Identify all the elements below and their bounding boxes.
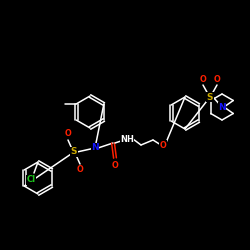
Text: N: N xyxy=(91,144,99,152)
Text: N: N xyxy=(218,102,226,112)
Text: Cl: Cl xyxy=(26,176,36,184)
Text: O: O xyxy=(160,140,166,149)
Text: NH: NH xyxy=(120,134,134,143)
Text: S: S xyxy=(207,92,213,102)
Text: O: O xyxy=(200,74,206,84)
Text: O: O xyxy=(112,160,118,170)
Text: O: O xyxy=(76,166,84,174)
Text: O: O xyxy=(64,130,71,138)
Text: O: O xyxy=(214,74,220,84)
Text: S: S xyxy=(71,148,77,156)
